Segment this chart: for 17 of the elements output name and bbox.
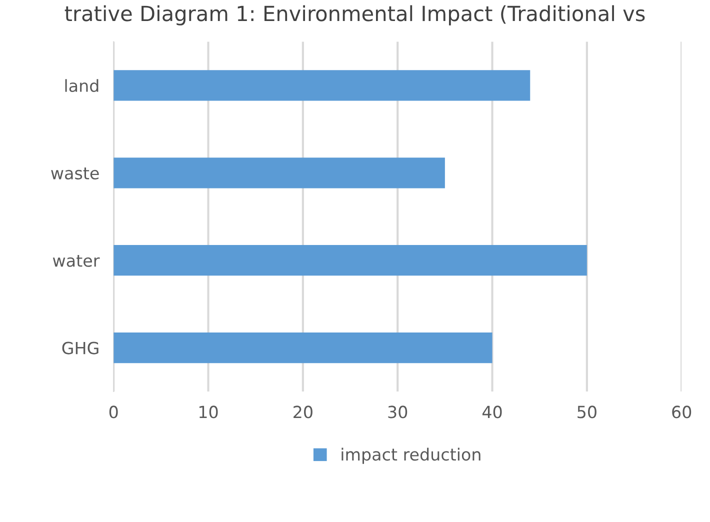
- bar: [114, 245, 587, 276]
- chart-title: trative Diagram 1: Environmental Impact (Traditional vs: [64, 5, 645, 26]
- bar: [114, 332, 492, 364]
- legend-label: impact reduction: [342, 448, 480, 464]
- x-tick-label: 20: [294, 406, 312, 418]
- bar: [114, 70, 530, 101]
- y-tick-label: waste: [51, 168, 99, 180]
- y-tick-label: GHG: [62, 342, 98, 354]
- y-tick-label: land: [65, 79, 98, 92]
- x-tick-label: 30: [388, 406, 408, 418]
- x-tick-label: 10: [199, 406, 218, 418]
- x-tick-label: 40: [482, 406, 502, 418]
- x-tick-label: 60: [672, 406, 692, 418]
- x-tick-label: 50: [578, 406, 596, 418]
- x-tick-label: 0: [109, 406, 118, 418]
- bar: [114, 158, 445, 188]
- y-tick-label: water: [52, 254, 100, 267]
